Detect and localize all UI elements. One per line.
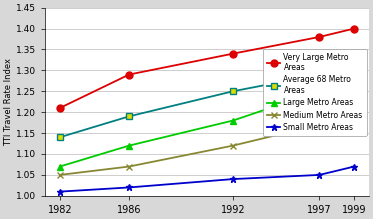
Medium Metro Areas — [231, 144, 235, 147]
Legend: Very Large Metro
Areas, Average 68 Metro
Areas, Large Metro Areas, Medium Metro : Very Large Metro Areas, Average 68 Metro… — [263, 49, 367, 136]
Average 68 Metro
Areas — [127, 115, 131, 118]
Line: Medium Metro Areas: Medium Metro Areas — [56, 117, 358, 178]
Small Metro Areas — [231, 178, 235, 180]
Line: Very Large Metro
Areas: Very Large Metro Areas — [56, 25, 358, 111]
Small Metro Areas — [57, 190, 62, 193]
Small Metro Areas — [317, 174, 322, 176]
Large Metro Areas — [231, 119, 235, 122]
Average 68 Metro
Areas — [57, 136, 62, 139]
Line: Average 68 Metro
Areas: Average 68 Metro Areas — [56, 58, 358, 141]
Medium Metro Areas — [57, 174, 62, 176]
Line: Large Metro Areas: Large Metro Areas — [56, 75, 358, 170]
Large Metro Areas — [127, 144, 131, 147]
Average 68 Metro
Areas — [231, 90, 235, 93]
Very Large Metro
Areas — [127, 73, 131, 76]
Average 68 Metro
Areas — [352, 61, 356, 63]
Very Large Metro
Areas — [57, 107, 62, 109]
Medium Metro Areas — [352, 119, 356, 122]
Large Metro Areas — [317, 90, 322, 93]
Y-axis label: TTI Travel Rate Index: TTI Travel Rate Index — [4, 58, 13, 146]
Very Large Metro
Areas — [231, 52, 235, 55]
Line: Small Metro Areas: Small Metro Areas — [56, 163, 358, 195]
Average 68 Metro
Areas — [317, 73, 322, 76]
Small Metro Areas — [127, 186, 131, 189]
Large Metro Areas — [57, 165, 62, 168]
Small Metro Areas — [352, 165, 356, 168]
Medium Metro Areas — [127, 165, 131, 168]
Medium Metro Areas — [317, 124, 322, 126]
Very Large Metro
Areas — [317, 36, 322, 38]
Very Large Metro
Areas — [352, 27, 356, 30]
Large Metro Areas — [352, 78, 356, 80]
